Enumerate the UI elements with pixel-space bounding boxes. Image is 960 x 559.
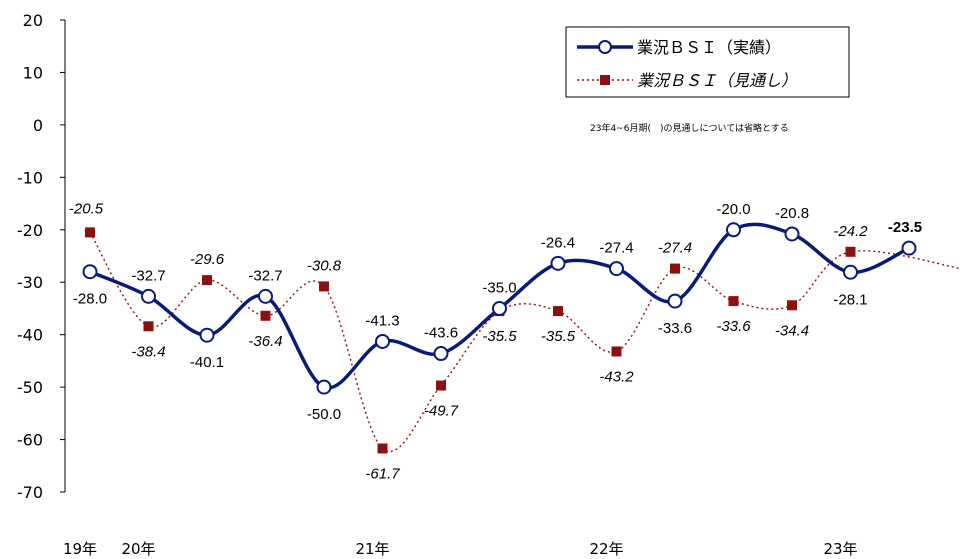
forecast-data-label: -29.6 <box>190 251 225 268</box>
actual-point <box>376 335 389 348</box>
actual-data-label: -26.4 <box>541 234 575 251</box>
forecast-point <box>553 306 563 316</box>
x-axis-categories: 19年 20年 21年 22年 23年 <box>63 540 858 558</box>
forecast-data-label: -35.5 <box>541 328 576 345</box>
actual-data-label: -28.0 <box>73 291 107 308</box>
data-labels: -28.0 -32.7 -40.1 -32.7 -50.0 -41.3 -43.6 -35.0… <box>69 200 960 482</box>
actual-point <box>201 329 214 342</box>
forecast-data-label: -38.4 <box>131 343 165 360</box>
x-category-label: 20年 <box>121 540 155 558</box>
actual-point <box>669 295 682 308</box>
forecast-data-label: -20.5 <box>69 200 104 217</box>
x-category-label: 21年 <box>355 540 389 558</box>
actual-point <box>903 242 916 255</box>
y-tick-label: 10 <box>23 63 43 82</box>
forecast-data-label: -30.8 <box>307 257 342 274</box>
actual-point <box>552 257 565 270</box>
y-tick-label: -50 <box>17 378 43 397</box>
actual-data-label: -28.1 <box>833 291 867 308</box>
actual-point <box>493 302 506 315</box>
actual-data-label: -32.7 <box>248 267 282 284</box>
actual-point <box>84 265 97 278</box>
actual-data-label: -27.4 <box>599 240 633 257</box>
actual-point <box>786 227 799 240</box>
forecast-point <box>319 281 329 291</box>
actual-data-label: -40.1 <box>190 354 224 371</box>
legend-forecast-label: 業況ＢＳＩ（見通し） <box>637 71 797 90</box>
actual-data-label: -23.5 <box>888 219 922 236</box>
forecast-data-label: -36.4 <box>248 333 282 350</box>
actual-point <box>259 290 272 303</box>
forecast-point <box>436 381 446 391</box>
forecast-point <box>378 443 388 453</box>
actual-point <box>727 223 740 236</box>
forecast-point <box>729 296 739 306</box>
forecast-point <box>787 300 797 310</box>
actual-point <box>142 290 155 303</box>
y-tick-label: -10 <box>17 168 43 187</box>
actual-data-label: -50.0 <box>307 406 341 423</box>
forecast-point <box>85 227 95 237</box>
y-tick-label: -40 <box>17 326 43 345</box>
y-tick-label: -20 <box>17 221 43 240</box>
y-tick-label: -70 <box>17 483 43 502</box>
annotation-note: 23年4~6月期( )の見通しについては省略とする <box>590 122 789 134</box>
forecast-point <box>202 275 212 285</box>
actual-point <box>318 381 331 394</box>
forecast-point <box>612 346 622 356</box>
y-tick-label: -60 <box>17 431 43 450</box>
actual-point <box>844 266 857 279</box>
forecast-data-label: -27.4 <box>658 240 692 257</box>
y-axis: 20 10 0 -10 -20 -30 -40 -50 -60 -70 <box>17 11 65 502</box>
forecast-data-label: -43.2 <box>599 368 634 385</box>
y-tick-label: -30 <box>17 273 43 292</box>
forecast-data-label: -35.5 <box>482 328 517 345</box>
legend-actual-marker-icon <box>599 41 611 53</box>
actual-data-label: -33.6 <box>658 320 692 337</box>
y-tick-label: 0 <box>33 116 43 135</box>
x-category-label: 22年 <box>589 540 623 558</box>
legend-actual-label: 業況ＢＳＩ（実績） <box>637 38 781 57</box>
forecast-data-label: -33.6 <box>716 318 751 335</box>
actual-point <box>435 347 448 360</box>
forecast-point <box>670 264 680 274</box>
actual-data-label: -20.0 <box>716 201 750 218</box>
actual-data-label: -35.0 <box>482 279 516 296</box>
forecast-point <box>261 311 271 321</box>
actual-point <box>610 262 623 275</box>
forecast-point <box>846 247 856 257</box>
actual-data-label: -41.3 <box>365 312 399 329</box>
actual-data-label: -20.8 <box>775 205 809 222</box>
forecast-data-label: -49.7 <box>424 403 459 420</box>
legend: 業況ＢＳＩ（実績） 業況ＢＳＩ（見通し） <box>566 27 849 97</box>
forecast-data-label: -34.4 <box>775 322 809 339</box>
x-category-label: 19年 <box>63 540 97 558</box>
forecast-point <box>144 321 154 331</box>
legend-forecast-marker-icon <box>600 75 610 85</box>
actual-data-label: -32.7 <box>131 267 165 284</box>
actual-data-label: -43.6 <box>424 325 458 342</box>
forecast-data-label: -24.2 <box>833 223 868 240</box>
forecast-data-label: -61.7 <box>365 465 400 482</box>
y-tick-label: 20 <box>23 11 43 30</box>
x-category-label: 23年 <box>823 540 857 558</box>
